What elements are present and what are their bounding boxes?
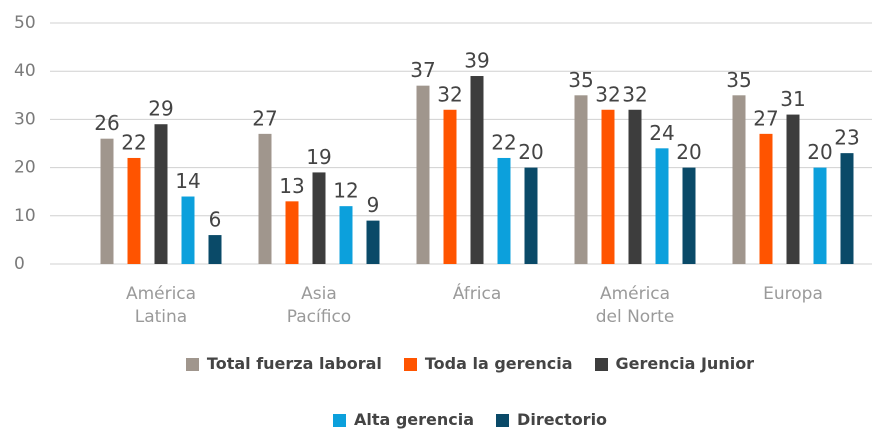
value-label: 22: [491, 130, 516, 154]
page: 0 10 20 30 40 50 26 22 29 14 6 27 13 19 12 9 37 32 39 22 20 3…: [14, 13, 872, 429]
legend-item: Alta gerencia: [332, 410, 475, 430]
value-label: 20: [518, 140, 543, 164]
value-label: 31: [780, 87, 805, 111]
value-label: 39: [464, 49, 489, 73]
bar: [497, 157, 511, 264]
value-label: 20: [676, 140, 701, 164]
bar: [840, 153, 854, 264]
bar: [339, 206, 353, 264]
value-label: 12: [333, 179, 358, 203]
value-label: 9: [367, 193, 380, 217]
legend-label: Directorio: [517, 410, 608, 429]
bar: [181, 196, 195, 264]
value-label: 27: [753, 106, 778, 130]
value-label: 24: [649, 121, 674, 145]
bar: [628, 109, 642, 264]
legend-label: Alta gerencia: [353, 410, 475, 429]
x-tick-label: Asia Pacífico: [286, 284, 352, 327]
legend-item: Gerencia Junior: [594, 354, 755, 374]
bar: [443, 109, 457, 264]
bar: [524, 167, 538, 264]
value-label: 22: [121, 130, 146, 154]
value-label: 37: [410, 58, 435, 82]
legend-swatch: [594, 357, 608, 371]
x-tick-label: América Latina: [125, 284, 197, 327]
y-tick-label: 20: [14, 158, 36, 178]
value-label: 27: [252, 106, 277, 130]
bar: [601, 109, 615, 264]
legend: Total fuerza laboral Toda la gerencia Gere…: [150, 354, 790, 430]
bar: [732, 95, 746, 264]
bar: [208, 235, 222, 264]
legend-label: Toda la gerencia: [424, 354, 573, 373]
bar: [100, 138, 114, 264]
x-tick-label: América del Norte: [595, 284, 675, 327]
legend-swatch: [403, 357, 417, 371]
legend-item: Directorio: [496, 410, 607, 430]
legend-label: Gerencia Junior: [615, 354, 755, 373]
x-tick-label: África: [452, 284, 502, 304]
value-label: 23: [834, 126, 859, 150]
legend-item: Toda la gerencia: [403, 354, 573, 374]
bar: [759, 133, 773, 264]
value-label: 29: [148, 97, 173, 121]
bar: [127, 157, 141, 264]
value-label: 32: [595, 82, 620, 106]
legend-swatch: [185, 357, 199, 371]
value-label: 20: [807, 140, 832, 164]
value-label: 13: [279, 174, 304, 198]
legend-item: Total fuerza laboral: [185, 354, 382, 374]
value-label: 19: [306, 145, 331, 169]
legend-swatch: [332, 413, 346, 427]
bar: [655, 148, 669, 264]
value-label: 14: [175, 169, 200, 193]
value-label: 26: [94, 111, 119, 135]
bar: [682, 167, 696, 264]
x-tick-label: Europa: [763, 284, 823, 304]
y-tick-label: 50: [14, 13, 36, 33]
bar: [416, 85, 430, 264]
legend-swatch: [496, 413, 510, 427]
value-label: 32: [622, 82, 647, 106]
value-label: 6: [209, 208, 222, 232]
value-label: 32: [437, 82, 462, 106]
y-tick-label: 10: [14, 206, 36, 226]
bar: [813, 167, 827, 264]
bar: [574, 95, 588, 264]
y-tick-label: 40: [14, 61, 36, 81]
y-tick-label: 30: [14, 109, 36, 129]
bar: [366, 220, 380, 264]
bar: [470, 76, 484, 265]
value-label: 35: [568, 68, 593, 92]
y-tick-label: 0: [14, 254, 25, 274]
value-label: 35: [726, 68, 751, 92]
bar: [258, 133, 272, 264]
legend-label: Total fuerza laboral: [206, 354, 382, 373]
bar: [285, 201, 299, 264]
bar: [154, 124, 168, 264]
bar: [312, 172, 326, 264]
bar: [786, 114, 800, 264]
